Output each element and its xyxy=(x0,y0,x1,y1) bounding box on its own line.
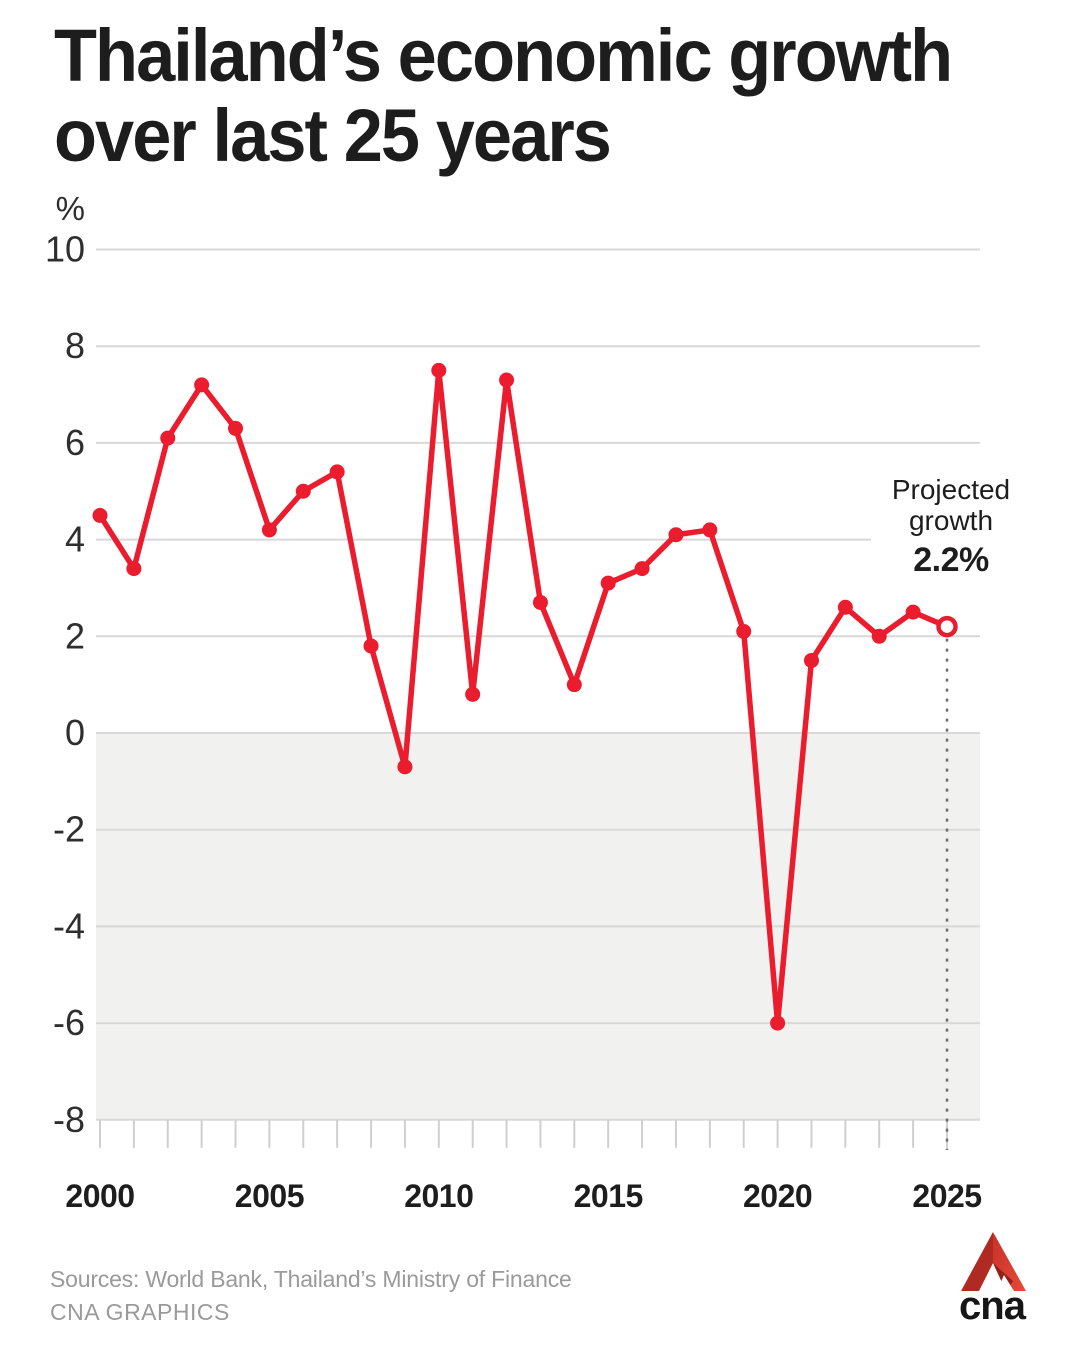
data-point-2005 xyxy=(261,522,277,538)
projected-growth-annotation: Projected growth 2.2% xyxy=(871,472,1031,583)
data-point-2000 xyxy=(92,507,108,523)
x-tick-label-2020: 2020 xyxy=(743,1178,812,1214)
data-point-2008 xyxy=(363,638,379,654)
data-point-2007 xyxy=(329,464,345,480)
y-tick-label-2: 2 xyxy=(65,615,85,656)
chart-title: Thailand’s economic growth over last 25 y… xyxy=(54,14,953,177)
x-tick-label-2025: 2025 xyxy=(912,1178,981,1214)
chart-title-line1: Thailand’s economic growth xyxy=(54,14,953,97)
data-point-2016 xyxy=(634,561,650,577)
data-point-2017 xyxy=(668,527,684,543)
data-point-2009 xyxy=(397,759,413,775)
y-tick-label-6: 6 xyxy=(65,422,85,463)
data-point-2011 xyxy=(465,686,481,702)
projected-data-point-2025 xyxy=(936,615,958,638)
credit-text: CNA GRAPHICS xyxy=(50,1299,230,1325)
annotation-label-line1: Projected xyxy=(891,474,1011,505)
data-point-2018 xyxy=(702,522,718,538)
data-point-2022 xyxy=(837,599,853,615)
cna-logo-mark xyxy=(961,1232,1026,1291)
data-point-2003 xyxy=(194,377,210,393)
data-point-2013 xyxy=(532,594,548,610)
cna-logo-text: cna xyxy=(959,1284,1027,1327)
x-tick-label-2010: 2010 xyxy=(404,1178,473,1214)
annotation-value: 2.2% xyxy=(913,541,989,579)
data-point-2024 xyxy=(905,604,921,620)
data-point-2021 xyxy=(803,652,819,668)
data-point-2019 xyxy=(736,623,752,639)
y-tick-label-8: 8 xyxy=(65,325,85,366)
y-tick-label-4: 4 xyxy=(65,519,85,560)
y-tick-label-0: 0 xyxy=(65,712,85,753)
data-point-2014 xyxy=(566,677,582,693)
y-tick-label--8: -8 xyxy=(53,1099,85,1140)
y-tick-label--4: -4 xyxy=(53,905,85,946)
data-point-2001 xyxy=(126,561,142,577)
y-axis-unit-label: % xyxy=(55,190,85,227)
data-point-2020 xyxy=(770,1015,786,1031)
sources-text: Sources: World Bank, Thailand’s Ministry… xyxy=(50,1266,572,1292)
data-point-2002 xyxy=(160,430,176,446)
data-point-2010 xyxy=(431,362,447,378)
x-tick-label-2005: 2005 xyxy=(235,1178,304,1214)
growth-line xyxy=(97,367,950,1026)
y-tick-label--6: -6 xyxy=(53,1002,85,1043)
y-tick-label-10: 10 xyxy=(45,229,85,270)
x-tick-label-2015: 2015 xyxy=(574,1178,643,1214)
data-point-2023 xyxy=(871,628,887,644)
x-tick-label-2000: 2000 xyxy=(65,1178,134,1214)
cna-logo: cna xyxy=(959,1232,1028,1327)
annotation-label-line2: growth xyxy=(908,505,994,536)
data-point-2004 xyxy=(228,420,244,436)
y-tick-label--2: -2 xyxy=(53,809,85,850)
data-point-2006 xyxy=(295,483,311,499)
data-point-2015 xyxy=(600,575,616,591)
data-point-2012 xyxy=(499,372,515,388)
chart-title-line2: over last 25 years xyxy=(54,94,612,177)
